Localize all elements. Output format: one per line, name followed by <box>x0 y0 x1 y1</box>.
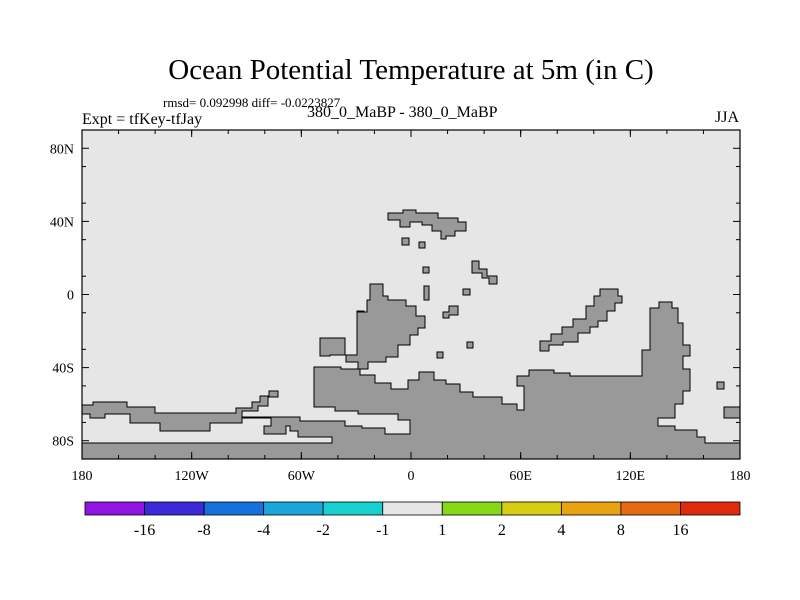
land-region <box>442 305 459 319</box>
y-tick-label: 0 <box>67 289 74 304</box>
experiment-label: Expt = tfKey-tfJay <box>82 111 203 128</box>
colorbar-label: 8 <box>617 522 625 539</box>
colorbar-box <box>203 501 265 516</box>
land-region <box>401 237 410 246</box>
land-region <box>345 283 426 370</box>
y-tick-label: 40N <box>50 215 74 230</box>
colorbar-label: -8 <box>197 522 210 539</box>
colorbar-box <box>84 501 145 516</box>
land-region <box>387 209 467 240</box>
colorbar-box <box>441 501 503 516</box>
colorbar <box>84 501 741 516</box>
colorbar-box <box>680 501 741 516</box>
land-region <box>723 406 741 419</box>
x-tick-label: 60E <box>509 469 532 484</box>
land-region <box>716 381 725 390</box>
land-region <box>471 260 498 285</box>
stats-line: rmsd= 0.092998 diff= -0.0223827 <box>163 95 341 110</box>
colorbar-box <box>620 501 681 516</box>
x-tick-label: 60W <box>288 469 316 484</box>
land-region <box>319 337 346 357</box>
colorbar-label: -2 <box>317 522 330 539</box>
colorbar-label: 2 <box>498 522 506 539</box>
colorbar-box <box>382 501 443 516</box>
x-tick-label: 180 <box>730 469 751 484</box>
colorbar-label: -4 <box>257 522 270 539</box>
colorbar-label: 4 <box>557 522 565 539</box>
y-tick-label: 40S <box>52 362 74 377</box>
land-region <box>539 288 623 352</box>
colorbar-label: 1 <box>438 522 446 539</box>
y-tick-label: 80N <box>50 142 74 157</box>
colorbar-box <box>144 501 205 516</box>
x-tick-label: 0 <box>408 469 415 484</box>
land-region <box>422 266 430 274</box>
land-mask <box>81 209 741 460</box>
colorbar-box <box>322 501 384 516</box>
land-region <box>466 341 474 349</box>
y-tick-label: 80S <box>52 435 74 450</box>
colorbar-box <box>501 501 562 516</box>
colorbar-box <box>560 501 622 516</box>
land-region <box>418 241 426 249</box>
colorbar-labels: -16 -8 -4 -2 -1 1 2 4 8 16 <box>134 522 689 539</box>
center-label: 380_0_MaBP - 380_0_MaBP <box>307 104 498 121</box>
colorbar-label: -1 <box>376 522 389 539</box>
land-region <box>462 288 471 296</box>
x-tick-label: 120E <box>616 469 646 484</box>
x-tick-label: 120W <box>175 469 210 484</box>
land-region <box>436 351 444 359</box>
axis-ticks <box>81 129 741 460</box>
x-tick-label: 180 <box>72 469 93 484</box>
colorbar-box <box>263 501 324 516</box>
axis-tick-labels: 180 120W 60W 0 60E 120E 180 80N 40N 0 40S 80S <box>50 142 751 484</box>
land-region <box>423 285 430 301</box>
colorbar-label: 16 <box>672 522 688 539</box>
plot-title: Ocean Potential Temperature at 5m (in C) <box>168 54 654 86</box>
colorbar-label: -16 <box>134 522 155 539</box>
season-label: JJA <box>715 109 740 126</box>
